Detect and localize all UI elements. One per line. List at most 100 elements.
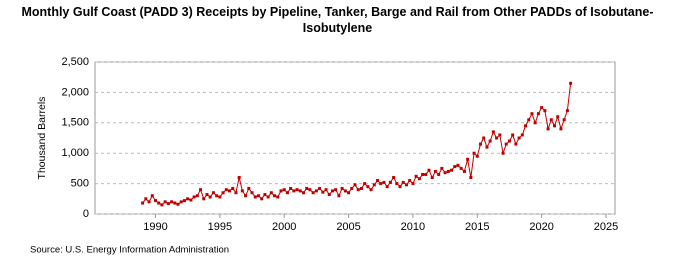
data-point [546,127,550,131]
y-tick-label: 1,500 [61,117,89,129]
x-tick-label: 2010 [401,221,425,233]
data-point [421,172,425,176]
y-tick-label: 2,500 [61,56,89,68]
y-tick-label: 1,000 [61,147,89,159]
y-axis-label: Thousand Barrels [36,97,48,180]
data-point [411,182,415,186]
data-point [224,188,228,192]
data-point [253,195,257,199]
data-point [398,185,402,189]
data-point [437,172,441,176]
data-point [517,136,521,140]
data-point [215,194,219,198]
data-point [540,106,544,110]
data-point [376,179,380,183]
data-point [186,197,190,201]
data-point [234,191,238,195]
data-point [430,176,434,180]
data-point [366,185,370,189]
data-point [514,142,518,146]
data-point [244,194,248,198]
data-point [404,183,408,187]
data-point [462,169,466,173]
data-point [553,124,557,128]
data-point [279,189,283,193]
data-point [511,133,515,137]
data-point [218,195,222,199]
data-point [379,182,383,186]
data-point [466,157,470,161]
data-point [343,189,347,193]
data-point [524,124,528,128]
data-point [173,201,177,205]
data-point [501,151,505,155]
x-tick-label: 1995 [208,221,232,233]
data-point [543,109,547,113]
data-point [199,188,203,192]
data-point [247,186,251,190]
data-point [228,189,232,193]
data-point [446,169,450,173]
data-point [569,81,573,85]
data-point [533,121,537,125]
data-point [498,133,502,137]
data-point [189,198,193,202]
data-point [163,200,167,204]
data-point [311,191,315,195]
data-point [144,197,148,201]
source: Source: U.S. Energy Information Administ… [30,245,229,256]
data-point [363,182,367,186]
data-point [182,199,186,203]
data-point [250,191,254,195]
data-point [308,188,312,192]
data-point [202,197,206,201]
data-point [520,133,524,137]
data-point [453,165,457,169]
x-tick-label: 1990 [143,221,167,233]
data-point [318,186,322,190]
data-point [527,118,531,122]
data-point [388,180,392,184]
data-point [237,176,241,180]
data-point [256,194,260,198]
data-point [334,188,338,192]
data-point [565,109,569,113]
data-point [549,118,553,122]
data-point [424,172,428,176]
data-point [356,188,360,192]
data-point [488,139,492,143]
data-point [221,191,225,195]
data-point [372,183,376,187]
data-point [298,189,302,193]
y-tick-label: 500 [71,178,89,190]
data-point [427,168,431,172]
data-point [369,188,373,192]
data-point [269,191,273,195]
data-point [414,174,418,178]
data-point [556,115,560,119]
data-point [482,136,486,140]
data-point [475,154,479,158]
data-point [459,166,463,170]
data-point [321,190,325,194]
data-point [153,199,157,203]
data-point [559,127,563,131]
x-tick-label: 2015 [465,221,489,233]
data-point [266,195,270,199]
x-tick-label: 2020 [529,221,553,233]
data-point [491,130,495,134]
data-point [205,193,209,197]
data-point [472,151,476,155]
data-point [347,191,351,195]
plot-frame [94,61,616,215]
data-point [337,194,341,198]
data-point [160,203,164,207]
data-point [495,136,499,140]
data-point [485,145,489,149]
data-point [507,139,511,143]
data-point [240,189,244,193]
data-point [385,185,389,189]
data-point [150,194,154,198]
data-point [478,142,482,146]
